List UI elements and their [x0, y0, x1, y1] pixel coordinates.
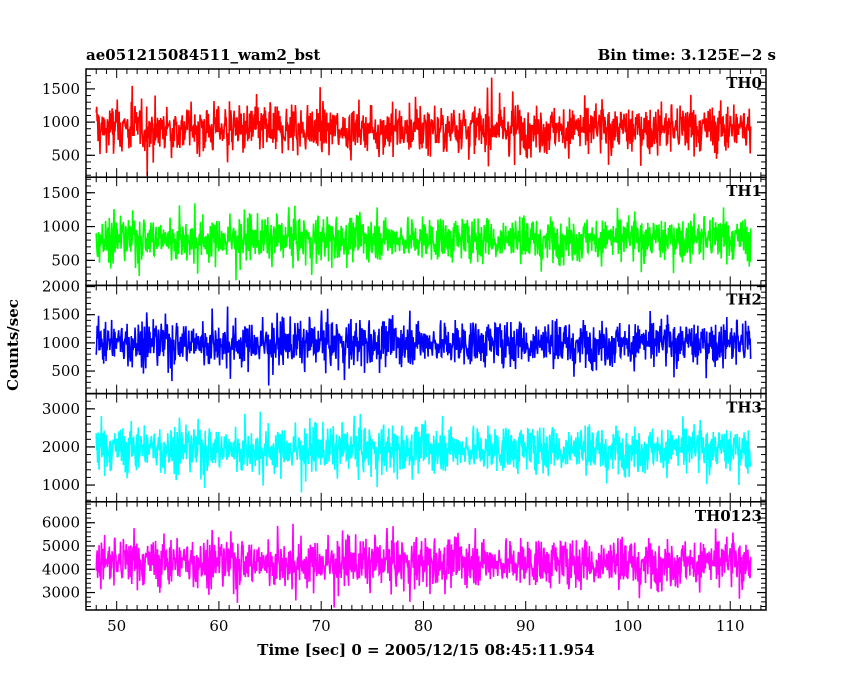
x-tick-label: 50 — [107, 617, 126, 635]
y-tick-label: 1000 — [42, 476, 80, 494]
x-tick-label: 100 — [614, 617, 643, 635]
panel-label: TH1 — [726, 182, 762, 200]
panel-label: TH0123 — [695, 507, 762, 525]
x-tick-label: 70 — [312, 617, 331, 635]
panel-th0: 500 1000 1500 TH0 — [42, 68, 767, 178]
x-tick-label: 110 — [716, 617, 745, 635]
y-tick-label: 4000 — [42, 560, 80, 578]
y-tick-label: 1500 — [42, 80, 80, 98]
y-tick-label: 5000 — [42, 537, 80, 555]
x-tick-label: 80 — [414, 617, 433, 635]
series-trace-th2 — [95, 306, 752, 386]
y-tick-label: 3000 — [42, 584, 80, 602]
y-tick-label: 1000 — [42, 334, 80, 352]
y-tick-label: 2000 — [42, 278, 80, 296]
bin-time-label: Bin time: 3.125E−2 s — [598, 46, 776, 64]
panel-label: TH3 — [726, 399, 762, 417]
x-tick-label: 90 — [516, 617, 535, 635]
series-trace-th3 — [95, 411, 752, 493]
y-tick-label: 3000 — [42, 400, 80, 418]
y-tick-label: 500 — [51, 251, 80, 269]
y-tick-label: 500 — [51, 362, 80, 380]
panel-th3: 1000 2000 3000 TH3 — [42, 392, 767, 503]
x-tick-label: 60 — [209, 617, 228, 635]
y-tick-label: 1500 — [42, 184, 80, 202]
panel-th2: 500 1000 1500 2000 TH2 — [42, 278, 767, 395]
panel-th1: 500 1000 1500 TH1 — [42, 176, 767, 287]
panel-th0123: 3000 4000 5000 6000 TH0123 — [42, 501, 767, 611]
series-trace-th0 — [95, 77, 752, 176]
x-axis-label: Time [sec] 0 = 2005/12/15 08:45:11.954 — [257, 641, 594, 659]
chart-title: ae051215084511_wam2_bst — [86, 46, 320, 64]
panel-label: TH0 — [726, 74, 762, 92]
series-trace-th0123 — [95, 523, 752, 608]
y-tick-label: 1000 — [42, 113, 80, 131]
y-tick-label: 2000 — [42, 438, 80, 456]
y-axis-label: Counts/sec — [4, 299, 22, 391]
y-tick-label: 6000 — [42, 514, 80, 532]
panels-group: 500 1000 1500 TH0 500 1000 1500 TH1 500 1000 1500 2… — [42, 68, 767, 635]
panel-frame — [85, 501, 767, 611]
y-tick-label: 1000 — [42, 218, 80, 236]
series-trace-th1 — [95, 203, 752, 281]
y-tick-label: 500 — [51, 146, 80, 164]
y-tick-label: 1500 — [42, 306, 80, 324]
panel-label: TH2 — [726, 290, 762, 308]
